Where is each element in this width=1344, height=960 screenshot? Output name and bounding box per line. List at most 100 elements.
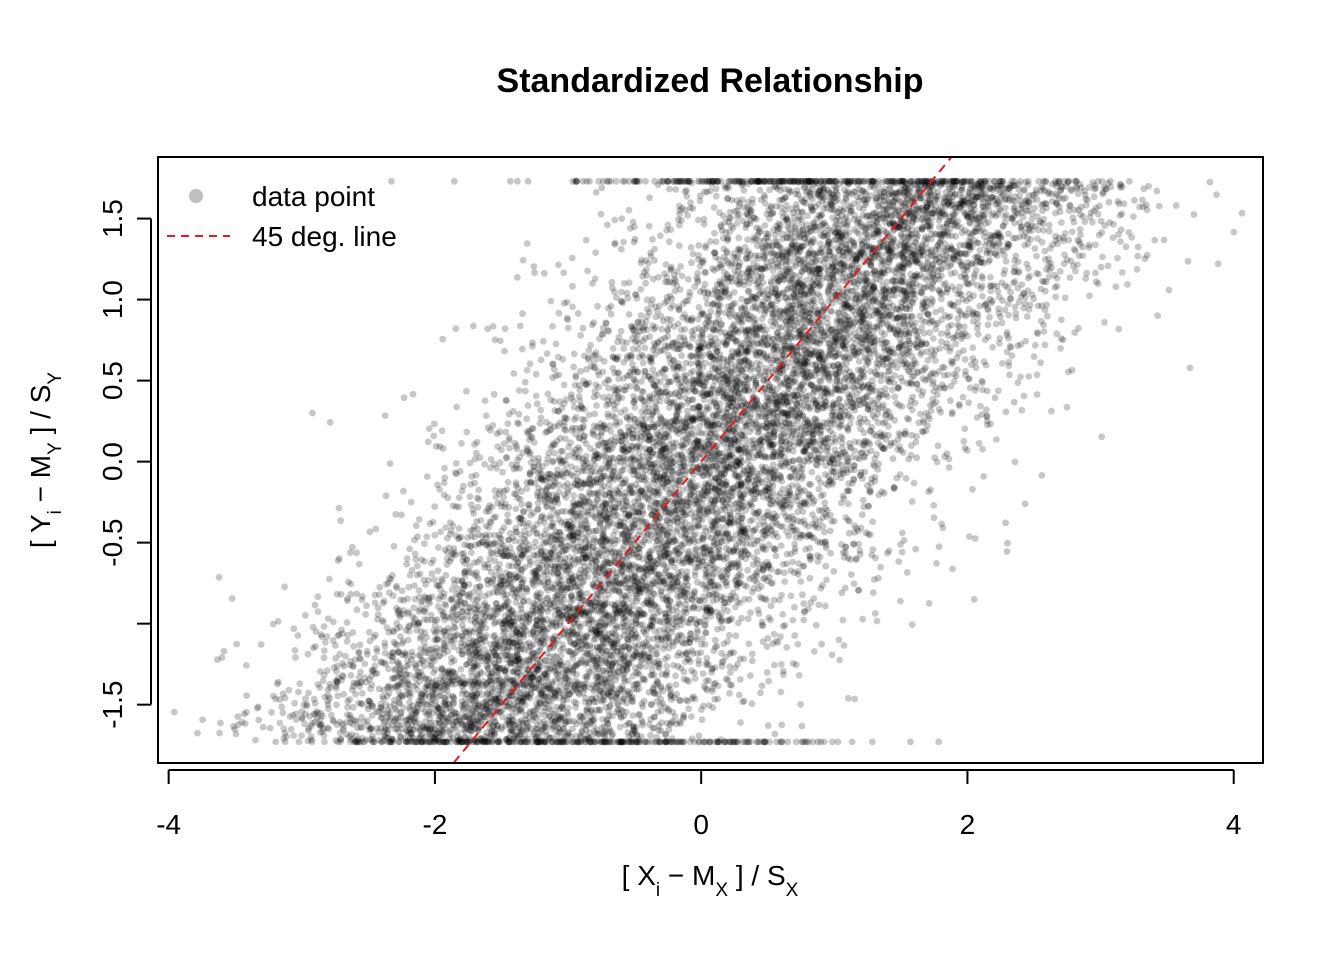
- data-point: [272, 738, 280, 746]
- data-point: [554, 555, 561, 563]
- data-point: [582, 601, 590, 608]
- data-point: [781, 185, 788, 193]
- data-point: [638, 387, 646, 395]
- data-point: [279, 709, 287, 717]
- data-point: [961, 425, 969, 433]
- data-point: [650, 487, 657, 495]
- data-point: [319, 712, 326, 720]
- data-point: [879, 433, 886, 440]
- data-point: [632, 592, 640, 600]
- data-point: [836, 363, 844, 371]
- data-point: [524, 735, 532, 743]
- data-point: [484, 652, 491, 659]
- data-point: [838, 260, 845, 268]
- data-point: [682, 297, 690, 305]
- data-point: [480, 699, 488, 707]
- data-point: [597, 538, 604, 546]
- data-point: [965, 305, 973, 313]
- data-point: [738, 320, 745, 327]
- data-point: [814, 310, 821, 318]
- data-point: [1117, 226, 1125, 234]
- data-point: [883, 250, 891, 258]
- data-point: [694, 360, 702, 367]
- data-point: [660, 562, 667, 569]
- data-point: [417, 738, 425, 746]
- data-point: [336, 650, 344, 658]
- data-point: [532, 370, 540, 378]
- data-point: [998, 360, 1006, 367]
- data-point: [643, 272, 651, 279]
- data-point: [670, 177, 677, 185]
- data-point: [978, 191, 986, 198]
- data-point: [750, 234, 758, 241]
- data-point: [825, 351, 833, 358]
- data-point: [396, 667, 404, 674]
- data-point: [817, 584, 825, 592]
- data-point: [461, 541, 468, 549]
- data-point: [391, 674, 399, 682]
- data-point: [593, 571, 600, 579]
- data-point: [862, 282, 870, 289]
- data-point: [836, 656, 843, 664]
- data-point: [781, 342, 788, 350]
- data-point: [611, 639, 618, 647]
- data-point: [994, 183, 1002, 190]
- data-point: [590, 319, 598, 327]
- data-point: [679, 651, 686, 659]
- data-point: [349, 629, 357, 636]
- data-point: [706, 738, 714, 746]
- data-point: [993, 436, 1000, 443]
- data-point: [640, 574, 648, 581]
- data-point: [358, 689, 366, 697]
- data-point: [666, 509, 674, 517]
- data-point: [530, 463, 538, 471]
- data-point: [786, 487, 793, 495]
- data-point: [639, 470, 647, 478]
- data-point: [914, 177, 922, 185]
- data-point: [686, 418, 694, 425]
- data-point: [718, 227, 726, 235]
- data-point: [405, 583, 413, 591]
- data-point: [769, 452, 777, 460]
- data-point: [777, 688, 785, 696]
- data-point: [429, 518, 437, 526]
- data-point: [393, 682, 401, 690]
- data-point: [965, 533, 973, 540]
- data-point: [886, 325, 894, 333]
- data-point: [1011, 203, 1019, 211]
- data-point: [761, 527, 769, 535]
- data-point: [973, 281, 981, 289]
- data-point: [580, 377, 587, 384]
- data-point: [696, 288, 704, 296]
- data-point: [986, 256, 994, 264]
- data-point: [711, 636, 719, 644]
- data-point: [900, 313, 907, 320]
- data-point: [970, 292, 977, 299]
- data-point: [675, 306, 682, 314]
- data-point: [552, 623, 559, 630]
- data-point: [659, 532, 667, 540]
- data-point: [539, 737, 547, 745]
- data-point: [620, 345, 627, 352]
- data-point: [734, 329, 742, 336]
- data-point: [711, 229, 718, 237]
- data-point: [782, 294, 790, 302]
- data-point: [831, 177, 838, 185]
- data-point: [551, 536, 559, 543]
- data-point: [1014, 379, 1022, 387]
- data-point: [826, 282, 834, 290]
- data-point: [962, 209, 969, 217]
- data-point: [430, 420, 438, 428]
- data-point: [324, 686, 332, 694]
- data-point: [632, 542, 640, 550]
- data-point: [397, 596, 405, 604]
- data-point: [793, 412, 800, 420]
- data-point: [683, 554, 691, 562]
- data-point: [869, 546, 877, 553]
- data-point: [744, 335, 752, 342]
- data-point: [617, 650, 625, 658]
- data-point: [681, 471, 689, 478]
- data-point: [871, 610, 879, 617]
- data-point: [682, 371, 689, 379]
- data-point: [1099, 253, 1106, 261]
